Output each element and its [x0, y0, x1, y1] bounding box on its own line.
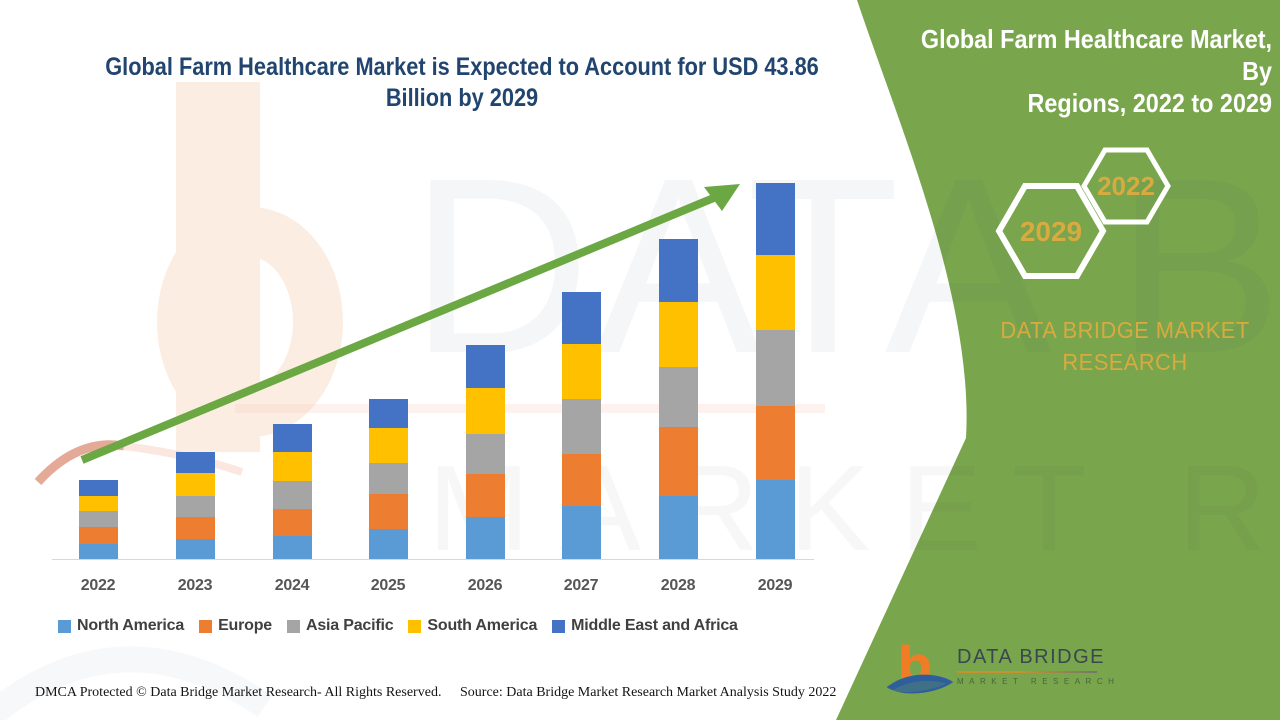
brand-wordmark: DATA BRIDGE MARKET RESEARCH [992, 314, 1258, 378]
legend-item-north-america: North America [58, 617, 184, 635]
segment-europe [272, 509, 312, 536]
segment-south-america [272, 452, 312, 481]
segment-europe [561, 453, 601, 506]
stacked-bar-chart: 2022 2023 2024 2025 2026 2027 2028 2029 [78, 183, 795, 594]
bar-2022 [78, 480, 118, 559]
segment-europe [78, 526, 118, 544]
chart-title-line1: Global Farm Healthcare Market is Expecte… [105, 53, 819, 81]
segment-asia-pacific [78, 510, 118, 527]
segment-middle-east-and-africa [465, 344, 505, 388]
x-label-2027: 2027 [563, 577, 599, 594]
panel-heading: Global Farm Healthcare Market, By Region… [885, 23, 1272, 119]
green-side-panel [836, 0, 1280, 720]
segment-south-america [78, 495, 118, 511]
legend-swatch [552, 619, 566, 633]
x-label-2025: 2025 [370, 577, 406, 594]
x-label-2028: 2028 [660, 577, 696, 594]
hexagon-2022-year: 2022 [1097, 171, 1155, 201]
segment-middle-east-and-africa [755, 183, 795, 256]
hexagon-2029-year: 2029 [1020, 216, 1082, 247]
legend-item-south-america: South America [408, 617, 537, 635]
x-label-2024: 2024 [274, 577, 310, 594]
legend-item-asia-pacific: Asia Pacific [286, 617, 394, 635]
segment-asia-pacific [272, 480, 312, 510]
segment-middle-east-and-africa [78, 480, 118, 496]
legend-label: Middle East and Africa [571, 617, 738, 634]
segment-europe [658, 426, 698, 496]
legend-item-middle-east-and-africa: Middle East and Africa [552, 617, 738, 635]
logo-text: DATA BRIDGE MARKET RESEARCH [957, 634, 1119, 706]
segment-europe [175, 516, 215, 539]
copyright-text: DMCA Protected © Data Bridge Market Rese… [35, 685, 442, 700]
segment-north-america [272, 535, 312, 559]
segment-europe [465, 473, 505, 517]
segment-middle-east-and-africa [272, 423, 312, 453]
segment-north-america [561, 505, 601, 559]
logo-mark-icon: b [886, 637, 954, 694]
segment-europe [368, 493, 408, 529]
panel-heading-line2: Regions, 2022 to 2029 [1027, 88, 1272, 118]
segment-middle-east-and-africa [175, 452, 215, 474]
x-label-2029: 2029 [757, 577, 793, 594]
segment-south-america [175, 473, 215, 496]
brand-line1: DATA BRIDGE MARKET [1000, 317, 1250, 343]
logo-name: DATA BRIDGE [957, 646, 1106, 668]
brand-line2: RESEARCH [1062, 349, 1188, 375]
bar-2024 [272, 423, 312, 559]
legend-swatch [286, 619, 300, 633]
segment-south-america [658, 301, 698, 367]
segment-asia-pacific [368, 462, 408, 494]
legend-label: North America [77, 617, 185, 634]
legend: North America Europe Asia Pacific South Ame… [58, 617, 738, 635]
segment-south-america [561, 343, 601, 399]
x-axis-line [52, 559, 814, 560]
legend-swatch [408, 619, 422, 633]
source-text: Source: Data Bridge Market Research Mark… [460, 685, 837, 700]
x-label-2026: 2026 [467, 577, 503, 594]
segment-middle-east-and-africa [368, 398, 408, 428]
segment-europe [755, 405, 795, 481]
bar-2025 [368, 398, 408, 559]
legend-swatch [199, 619, 213, 633]
segment-south-america [755, 255, 795, 330]
segment-asia-pacific [658, 366, 698, 427]
segment-north-america [465, 516, 505, 559]
x-label-2022: 2022 [80, 577, 116, 594]
segment-asia-pacific [175, 495, 215, 517]
segment-asia-pacific [561, 398, 601, 454]
segment-middle-east-and-africa [561, 291, 601, 344]
chart-title: Global Farm Healthcare Market is Expecte… [88, 52, 836, 114]
legend-label: Europe [218, 617, 272, 634]
bar-2027 [561, 291, 601, 559]
logo-underline [957, 671, 1097, 673]
hexagon-2029 [995, 183, 1107, 279]
segment-north-america [368, 528, 408, 559]
segment-north-america [755, 480, 795, 559]
segment-north-america [78, 544, 118, 559]
legend-swatch [58, 619, 71, 633]
data-bridge-logo: b DATA BRIDGE MARKET RESEARCH [885, 634, 1135, 706]
legend-item-europe: Europe [199, 617, 272, 635]
segment-north-america [175, 539, 215, 559]
trend-arrow [80, 184, 740, 464]
legend-label: Asia Pacific [305, 617, 394, 634]
bar-2028 [658, 238, 698, 559]
segment-north-america [658, 495, 698, 559]
segment-south-america [465, 387, 505, 434]
bar-2029 [755, 183, 795, 559]
segment-middle-east-and-africa [658, 238, 698, 302]
logo-subtitle: MARKET RESEARCH [957, 677, 1120, 686]
segment-asia-pacific [465, 433, 505, 474]
bar-2026 [465, 344, 505, 559]
legend-label: South America [427, 617, 538, 634]
hexagon-2022 [1081, 147, 1171, 225]
segment-south-america [368, 427, 408, 463]
panel-heading-line1: Global Farm Healthcare Market, By [920, 24, 1272, 86]
chart-title-line2: Billion by 2029 [385, 84, 539, 112]
x-label-2023: 2023 [177, 577, 213, 594]
segment-asia-pacific [755, 329, 795, 406]
bar-2023 [175, 452, 215, 559]
